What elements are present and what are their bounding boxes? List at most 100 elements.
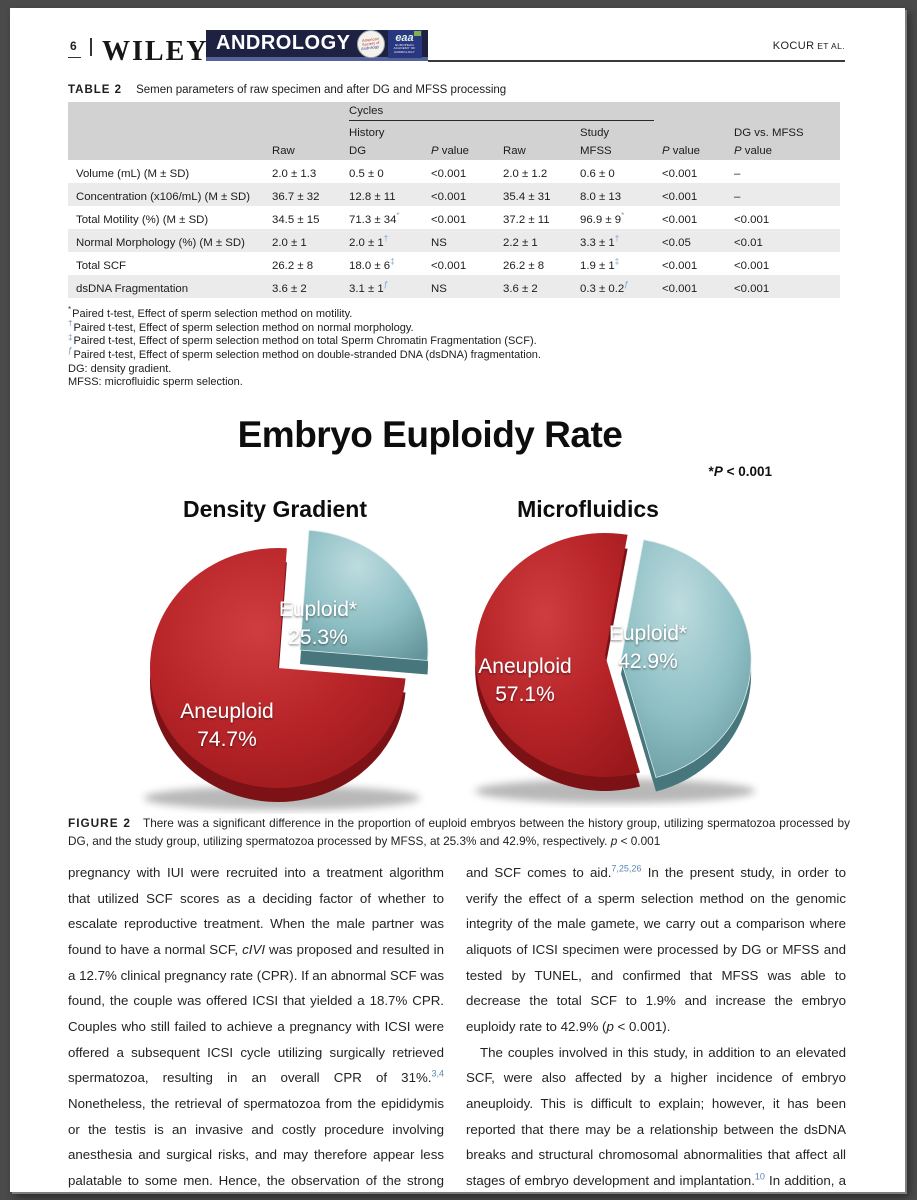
table-cell: <0.001	[662, 168, 698, 180]
euploid-value: 25.3%	[288, 626, 348, 649]
table-cell: 2.0 ± 1.2	[503, 168, 548, 180]
eaa-academy-logo: eaa EUROPEAN ACADEMY OF ANDROLOGY	[387, 29, 422, 58]
aneuploid-label: Aneuploid	[478, 655, 571, 678]
table-row: dsDNA Fragmentation 3.6 ± 2 3.1 ± 1ƒ NS 3.6 …	[68, 275, 840, 298]
figure-2: Embryo Euploidy Rate *P < 0.001 Density …	[50, 408, 850, 810]
table-cell: <0.001	[662, 214, 698, 226]
table-cell: 2.0 ± 1†	[345, 229, 427, 252]
table-cell: <0.001	[431, 260, 467, 272]
table-cell: <0.001	[734, 214, 770, 226]
euploid-slice	[299, 529, 429, 661]
aneuploid-value: 74.7%	[197, 728, 257, 751]
study-header: Study	[576, 124, 658, 142]
pie-chart-density-gradient: Euploid* 25.3% Aneuploid 74.7%	[144, 529, 429, 810]
footnote: †Paired t-test, Effect of sperm selectio…	[68, 318, 414, 334]
history-header: History	[345, 124, 427, 142]
table-cell: 71.3 ± 34*	[349, 211, 400, 226]
table-cell: 0.3 ± 0.2ƒ	[576, 275, 658, 298]
table-cell: 0.5 ± 0	[349, 168, 384, 180]
table-cell: 34.5 ± 15	[272, 214, 320, 226]
paragraph: and SCF comes to aid.7,25,26 In the pres…	[466, 863, 846, 1034]
column-header: Raw	[499, 142, 576, 160]
table-row: Normal Morphology (%) (M ± SD) 2.0 ± 1 2.0…	[68, 229, 840, 252]
header-divider-tick	[90, 38, 92, 56]
publisher-logo: WILEY	[102, 36, 209, 67]
running-head: KOCUR ET AL.	[772, 40, 845, 52]
table-cell: 0.6 ± 0	[580, 168, 615, 180]
journal-title: ANDROLOGY	[216, 32, 351, 54]
table-row: Volume (mL) (M ± SD) 2.0 ± 1.3 0.5 ± 0 <0.0…	[68, 160, 840, 183]
aneuploid-slice	[149, 548, 406, 789]
page-number: 6	[68, 39, 81, 58]
column-header: P value	[427, 142, 499, 160]
table-cell: <0.001	[431, 214, 467, 226]
table-column-header-row: Raw DG P value Raw MFSS P value P value	[68, 142, 840, 160]
figure-caption-label: FIGURE 2	[68, 816, 131, 830]
paragraph: The couples involved in this study, in a…	[466, 1044, 846, 1188]
table-cell: <0.001	[658, 183, 730, 206]
table-cell: <0.001	[730, 275, 840, 298]
journal-banner: ANDROLOGY American Society of Andrology …	[206, 29, 428, 61]
body-column-right: and SCF comes to aid.7,25,26 In the pres…	[466, 860, 846, 1192]
table-cell: 26.2 ± 8	[503, 260, 545, 272]
table-cell: NS	[427, 229, 499, 252]
table-cell: 12.8 ± 11	[345, 183, 427, 206]
table-cell: 1.9 ± 1‡	[580, 257, 620, 272]
aneuploid-value: 57.1%	[495, 683, 555, 706]
figure-caption-text: There was a significant difference in th…	[68, 816, 850, 849]
comparison-header: DG vs. MFSS	[730, 124, 840, 142]
row-label: dsDNA Fragmentation	[68, 275, 268, 298]
figure-caption: FIGURE 2 There was a significant differen…	[68, 814, 850, 851]
row-label: Total SCF	[76, 260, 127, 272]
table-label: TABLE 2	[68, 84, 123, 96]
euploid-label: Euploid*	[279, 598, 357, 621]
row-label: Normal Morphology (%) (M ± SD)	[68, 229, 268, 252]
table-cell: <0.001	[662, 260, 698, 272]
table-cell: –	[730, 183, 840, 206]
euploid-label: Euploid*	[609, 622, 687, 645]
table-cell: <0.05	[658, 229, 730, 252]
euploid-slice	[620, 539, 752, 778]
table-row: Total Motility (%) (M ± SD) 34.5 ± 15 71.3…	[68, 206, 840, 229]
pie-title-microfluidics: Microfluidics	[517, 496, 659, 522]
table-footnotes: *Paired t-test, Effect of sperm selectio…	[68, 305, 768, 390]
pie-title-density-gradient: Density Gradient	[182, 496, 368, 522]
table-row: Total SCF 26.2 ± 8 18.0 ± 6‡ <0.001 26.2 ± 8…	[68, 252, 840, 275]
row-label: Total Motility (%) (M ± SD)	[76, 214, 209, 226]
footnote: DG: density gradient.	[68, 362, 172, 375]
body-column-left: pregnancy with IUI were recruited into a…	[68, 860, 444, 1192]
table-cell: 2.2 ± 1	[499, 229, 576, 252]
table-subgroup-header-row: History Study DG vs. MFSS	[68, 124, 840, 142]
paragraph: pregnancy with IUI were recruited into a…	[68, 865, 444, 1188]
semen-parameters-table: Cycles History Study DG vs. MFSS Raw DG P …	[68, 102, 840, 298]
footnote: MFSS: microfluidic sperm selection.	[68, 376, 243, 389]
table-cell: 26.2 ± 8	[272, 260, 314, 272]
table-cell: 3.1 ± 1ƒ	[345, 275, 427, 298]
pie-chart-microfluidics: Euploid* 42.9% Aneuploid 57.1%	[475, 532, 755, 803]
table-cell: 3.6 ± 2	[268, 275, 345, 298]
table-cell: <0.001	[734, 260, 770, 272]
table-caption: TABLE 2 Semen parameters of raw specimen …	[68, 84, 507, 96]
table-cell: <0.001	[658, 275, 730, 298]
column-header: P value	[730, 142, 840, 160]
footnote: ‡Paired t-test, Effect of sperm selectio…	[68, 332, 537, 348]
table-cell: NS	[427, 275, 499, 298]
table-cell: 35.4 ± 31	[499, 183, 576, 206]
footnote: ƒPaired t-test, Effect of sperm selectio…	[68, 346, 541, 361]
table-cell: 2.0 ± 1	[268, 229, 345, 252]
row-label: Volume (mL) (M ± SD)	[76, 168, 190, 180]
table-cell: –	[734, 168, 741, 180]
table-cell: 96.9 ± 9*	[580, 211, 625, 226]
column-header: DG	[345, 142, 427, 160]
table-cell: 2.0 ± 1.3	[272, 168, 317, 180]
table-cell: 3.6 ± 2	[499, 275, 576, 298]
table-group-header-row: Cycles	[68, 102, 840, 124]
aneuploid-slice	[475, 532, 640, 777]
aneuploid-label: Aneuploid	[180, 700, 273, 723]
journal-page: 6 WILEY ANDROLOGY American Society of An…	[10, 8, 905, 1192]
header-rule	[428, 60, 845, 62]
footnote: *Paired t-test, Effect of sperm selectio…	[68, 305, 353, 320]
table-cell: 3.3 ± 1†	[576, 229, 658, 252]
asa-society-logo: American Society of Andrology	[356, 29, 385, 58]
table-row: Concentration (x106/mL) (M ± SD) 36.7 ± 3…	[68, 183, 840, 206]
